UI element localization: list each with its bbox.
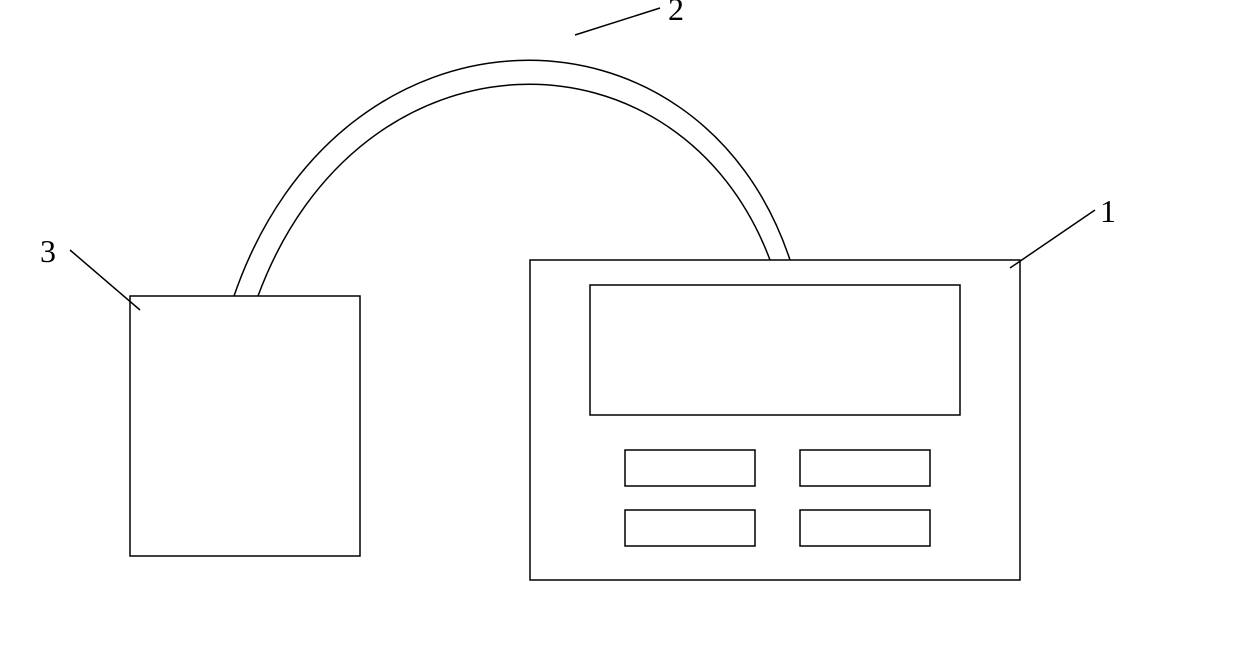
label-1: 1 [1100, 193, 1116, 229]
label-2: 2 [668, 0, 684, 27]
leader-line-3 [70, 250, 140, 310]
box-left-fill [130, 296, 360, 556]
device-right-fill [530, 260, 1020, 580]
label-3: 3 [40, 233, 56, 269]
leader-line-2 [575, 8, 660, 35]
leader-line-1 [1010, 210, 1095, 268]
